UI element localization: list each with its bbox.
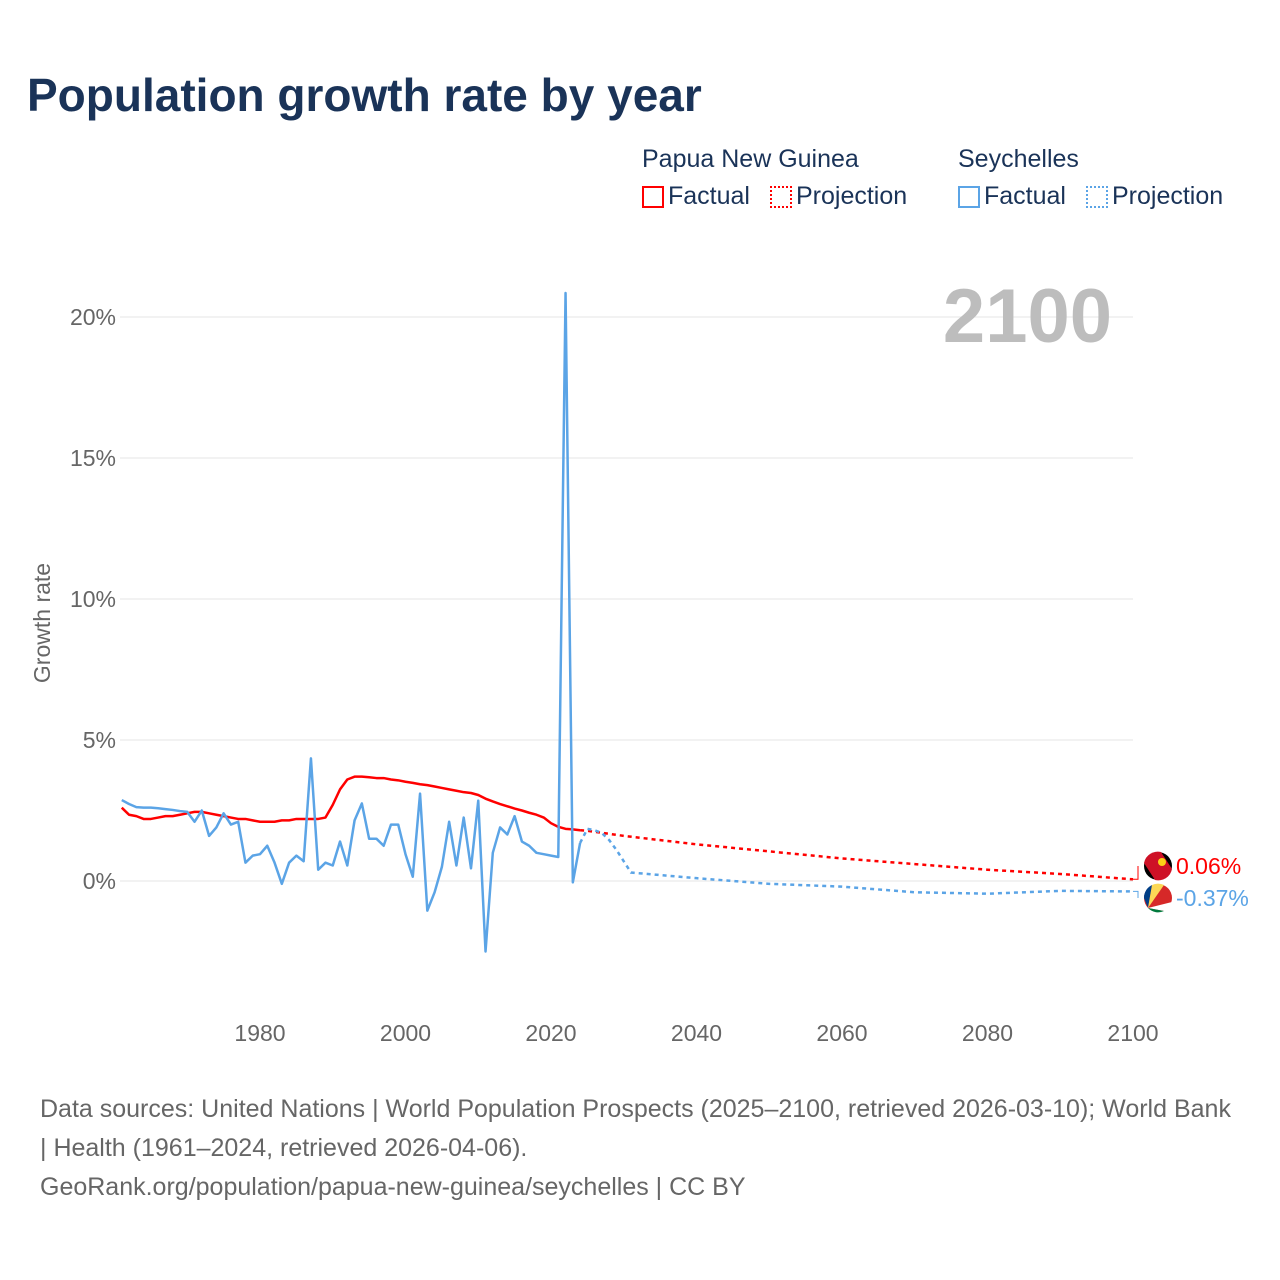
year-overlay: 2100 xyxy=(943,274,1112,359)
x-tick-label: 2020 xyxy=(525,1020,576,1046)
x-tick-label: 1980 xyxy=(234,1020,285,1046)
chart-title: Population growth rate by year xyxy=(27,69,702,121)
legend-label: Projection xyxy=(1111,182,1224,210)
flag-bird xyxy=(1158,858,1166,866)
legend-item-factual[interactable]: Factual xyxy=(642,182,750,211)
flag-green xyxy=(1148,908,1164,913)
y-tick-label: 5% xyxy=(83,727,116,753)
legend-item-factual[interactable]: Factual xyxy=(958,182,1066,211)
x-tick-label: 2100 xyxy=(1107,1020,1158,1046)
data-sources: Data sources: United Nations | World Pop… xyxy=(40,1095,1231,1162)
legend-seychelles: Seychelles Factual Projection xyxy=(958,145,1237,211)
end-value-label: 0.06% xyxy=(1176,853,1241,879)
end-value-label: -0.37% xyxy=(1176,885,1249,911)
footer: Data sources: United Nations | World Pop… xyxy=(40,1090,1240,1207)
source-url[interactable]: GeoRank.org/population/papua-new-guinea/… xyxy=(40,1173,746,1201)
legend-item-projection[interactable]: Projection xyxy=(769,182,908,211)
y-tick-label: 15% xyxy=(70,445,116,471)
flag-white xyxy=(1148,902,1172,911)
end-connector xyxy=(1133,866,1139,880)
legend-swatch xyxy=(1085,185,1108,208)
legend-label: Factual xyxy=(984,182,1066,210)
legend-label: Projection xyxy=(795,182,908,210)
x-tick-label: 2000 xyxy=(380,1020,431,1046)
legend-group-name: Seychelles xyxy=(958,145,1079,173)
end-connector xyxy=(1133,890,1139,898)
y-axis-label: Growth rate xyxy=(29,563,55,683)
flag-red-part xyxy=(1144,851,1172,881)
y-tick-label: 20% xyxy=(70,304,116,330)
legend-swatch xyxy=(642,185,664,208)
x-tick-label: 2040 xyxy=(671,1020,722,1046)
x-tick-label: 2080 xyxy=(962,1020,1013,1046)
flag-yellow xyxy=(1148,883,1164,908)
y-tick-label: 10% xyxy=(70,586,116,612)
flag-blue xyxy=(1143,885,1152,908)
legend-label: Factual xyxy=(668,182,750,210)
series-1-factual-line xyxy=(121,291,582,953)
y-tick-label: 0% xyxy=(83,868,116,894)
series-0-factual-line xyxy=(120,775,581,832)
series-1-projection-line xyxy=(578,827,1134,895)
line-chart: 0% 5% 10% 15% 20% 1980 2000 2020 2040 2060 2080 210… xyxy=(29,274,1249,1046)
x-tick-label: 2060 xyxy=(816,1020,867,1046)
legend-swatch xyxy=(769,185,792,208)
legend-swatch xyxy=(958,185,980,208)
legend-group-name: Papua New Guinea xyxy=(642,145,859,173)
legend-papua-new-guinea: Papua New Guinea Factual Projection xyxy=(642,145,921,211)
legend-item-projection[interactable]: Projection xyxy=(1085,182,1224,211)
series-0-projection-line xyxy=(580,828,1134,881)
